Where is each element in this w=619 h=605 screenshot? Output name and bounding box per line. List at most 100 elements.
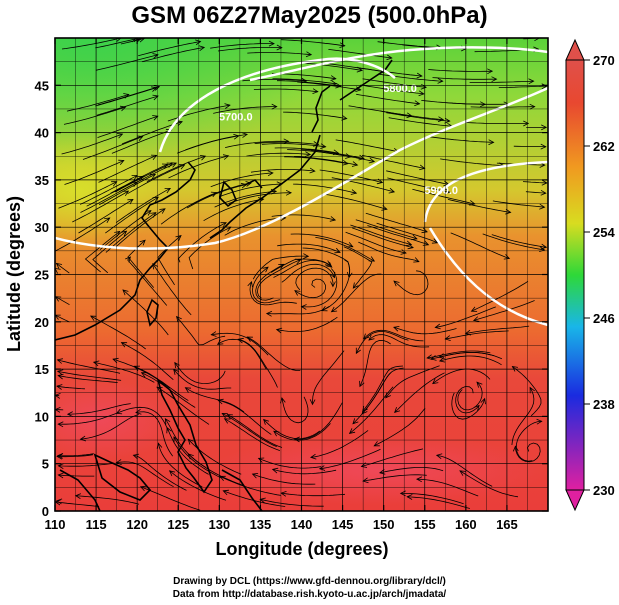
streamline-arrow	[184, 387, 192, 393]
streamline-arrow	[435, 453, 443, 460]
streamline	[276, 316, 338, 332]
streamline	[253, 88, 318, 93]
streamline-arrow	[432, 378, 439, 385]
streamline-arrow	[426, 354, 433, 360]
streamline	[219, 183, 282, 198]
streamline	[301, 268, 338, 308]
streamline	[281, 39, 345, 47]
streamline	[359, 339, 391, 387]
streamline-arrow	[56, 358, 63, 364]
streamline	[459, 470, 519, 498]
streamline	[368, 334, 430, 348]
streamline-arrow	[246, 336, 253, 342]
streamline-arrow	[305, 51, 313, 58]
streamline-arrow	[341, 114, 348, 121]
streamline	[465, 325, 530, 334]
streamline	[412, 188, 475, 205]
streamline-arrow	[324, 260, 332, 266]
x-tick-label: 120	[126, 517, 148, 532]
streamline	[252, 473, 316, 485]
streamline-arrow	[55, 498, 63, 505]
streamline-arrow	[347, 242, 354, 248]
streamline-arrow	[116, 133, 124, 139]
streamline-arrow	[470, 306, 478, 312]
streamline	[432, 368, 491, 384]
streamline	[464, 122, 529, 124]
streamline-arrow	[57, 472, 64, 479]
streamline	[284, 156, 348, 165]
streamline-arrow	[330, 281, 336, 288]
streamline	[58, 375, 118, 383]
streamline	[55, 217, 110, 252]
streamline	[56, 263, 70, 274]
streamline	[228, 192, 292, 204]
streamline-arrow	[416, 476, 423, 483]
streamline-arrow	[187, 438, 194, 445]
streamline	[217, 47, 282, 52]
streamline-arrow	[271, 103, 278, 110]
streamline	[157, 443, 203, 488]
streamline	[186, 184, 247, 209]
streamline	[270, 258, 331, 273]
x-tick-label: 130	[208, 517, 230, 532]
streamline-arrow	[335, 82, 342, 89]
streamline-arrow	[276, 44, 283, 51]
streamline	[64, 160, 124, 185]
streamline	[513, 145, 546, 148]
streamline	[469, 80, 534, 83]
streamline	[127, 256, 168, 306]
streamline-arrow	[173, 368, 180, 376]
streamline	[387, 177, 450, 193]
streamline-arrow	[303, 253, 310, 259]
streamline	[247, 52, 312, 56]
streamline	[67, 403, 131, 415]
streamline-arrow	[312, 88, 319, 94]
streamline-arrow	[407, 243, 414, 250]
streamline-arrow	[536, 418, 543, 425]
streamline	[58, 181, 117, 209]
streamline	[293, 183, 357, 194]
streamline	[388, 117, 453, 127]
streamline-arrow	[268, 40, 275, 47]
streamline-arrow	[381, 205, 388, 211]
x-tick-label: 165	[496, 517, 518, 532]
streamline-arrow	[156, 442, 163, 449]
streamline	[436, 454, 493, 487]
streamline	[343, 246, 373, 289]
streamline	[177, 135, 239, 154]
streamline-arrow	[348, 428, 356, 434]
streamline	[79, 175, 138, 205]
streamline	[365, 212, 428, 233]
contour-5800	[55, 86, 548, 250]
y-tick-label: 35	[35, 173, 49, 188]
streamline-arrow	[224, 103, 231, 109]
streamline	[439, 355, 502, 366]
streamline	[427, 350, 491, 359]
streamline-arrow	[491, 76, 498, 83]
streamline-arrow	[539, 246, 546, 252]
streamline-arrow	[90, 315, 97, 321]
streamline	[266, 305, 330, 315]
streamline	[72, 190, 129, 223]
streamline-arrow	[125, 256, 131, 263]
streamline-arrow	[176, 315, 182, 323]
streamline	[98, 173, 156, 206]
streamline	[362, 78, 427, 88]
streamline-arrow	[334, 247, 341, 254]
streamline-arrow	[388, 187, 396, 194]
streamline-arrow	[480, 397, 486, 405]
streamline-arrow	[472, 316, 480, 322]
streamline	[95, 38, 139, 49]
streamline	[471, 280, 529, 312]
streamline	[492, 200, 545, 208]
streamline	[173, 369, 232, 390]
streamline	[331, 273, 382, 313]
streamline	[63, 106, 126, 125]
credit-text: Drawing by DCL (https://www.gfd-dennou.o…	[0, 575, 619, 601]
streamline	[294, 402, 343, 440]
streamline-arrow	[245, 181, 252, 187]
streamline-arrow	[438, 357, 446, 363]
streamline	[80, 414, 139, 440]
streamline	[473, 300, 535, 321]
streamline	[362, 365, 404, 412]
